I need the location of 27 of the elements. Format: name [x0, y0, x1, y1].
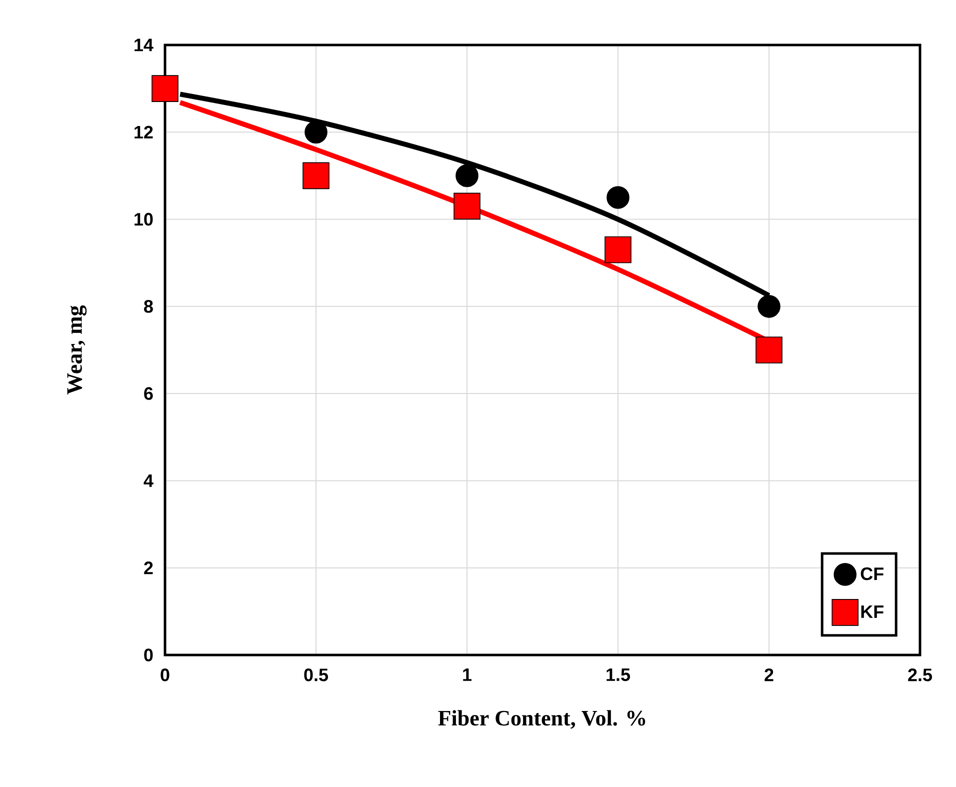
x-tick-label: 0: [160, 668, 170, 682]
x-tick-label: 2.5: [908, 668, 932, 682]
point: [604, 236, 632, 264]
point: [454, 192, 480, 220]
y-tick-label: 4: [144, 474, 154, 487]
point: [456, 164, 478, 188]
y-tick-label: 2: [144, 562, 153, 574]
point: [302, 162, 330, 190]
y-tick-label: 14: [134, 38, 154, 52]
x-tick-label: 1.5: [606, 668, 630, 682]
x-tick-label: 0.5: [304, 668, 328, 682]
legend-label: CF: [860, 567, 884, 580]
y-tick-label: 8: [144, 300, 153, 313]
point: [758, 295, 780, 318]
point: [756, 336, 782, 364]
x-tick-label: 1: [463, 668, 472, 681]
y-tick-label: 12: [134, 126, 153, 138]
x-axis-title: Fiber Content, Vol. %: [438, 710, 646, 729]
point: [606, 186, 630, 209]
legend-label: KF: [861, 605, 884, 618]
y-tick-label: 10: [134, 212, 153, 226]
y-axis-title: Wear, mg: [67, 305, 87, 394]
y-tick-label: 6: [144, 387, 153, 400]
x-tick-label: 2: [764, 668, 774, 682]
point: [152, 75, 178, 102]
y-tick-label: 0: [144, 648, 153, 662]
point: [304, 120, 328, 144]
